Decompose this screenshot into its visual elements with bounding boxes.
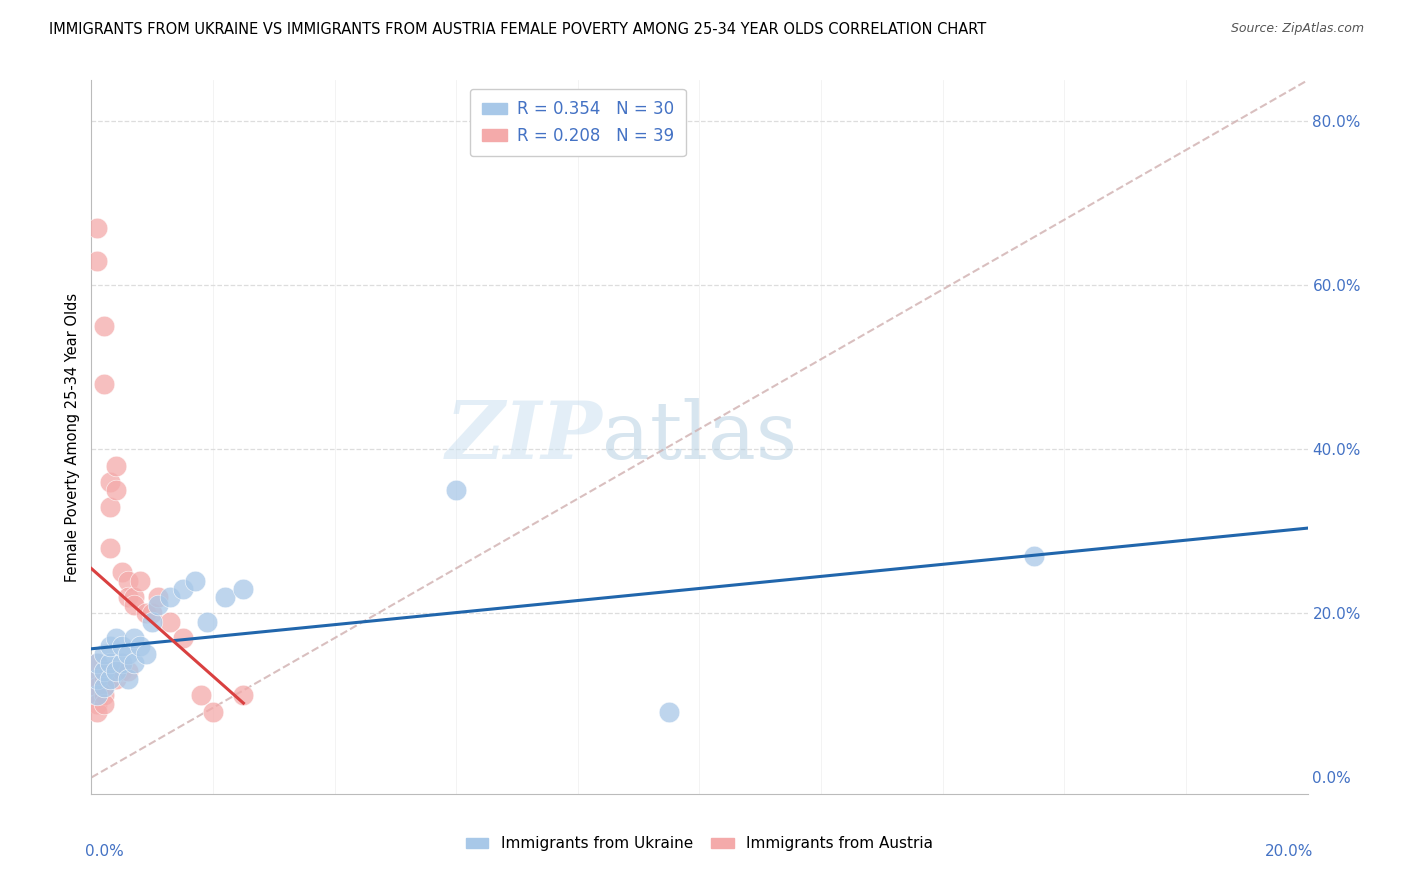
Point	[86, 656, 108, 670]
Point	[117, 672, 139, 686]
Point	[122, 656, 145, 670]
Text: 0.0%: 0.0%	[86, 844, 124, 859]
Point	[98, 672, 121, 686]
Y-axis label: Female Poverty Among 25-34 Year Olds: Female Poverty Among 25-34 Year Olds	[65, 293, 80, 582]
Point	[148, 599, 170, 613]
Point	[159, 590, 181, 604]
Point	[184, 574, 207, 588]
Text: ZIP: ZIP	[446, 399, 602, 475]
Point	[86, 672, 108, 686]
Point	[159, 615, 181, 629]
Point	[86, 221, 108, 235]
Point	[190, 689, 212, 703]
Point	[111, 664, 134, 678]
Point	[129, 574, 152, 588]
Point	[93, 680, 115, 694]
Point	[658, 705, 681, 719]
Legend: Immigrants from Ukraine, Immigrants from Austria: Immigrants from Ukraine, Immigrants from…	[460, 830, 939, 857]
Point	[104, 458, 127, 473]
Point	[195, 615, 218, 629]
Point	[111, 566, 134, 580]
Point	[93, 689, 115, 703]
Point	[93, 376, 115, 391]
Point	[86, 680, 108, 694]
Point	[98, 664, 121, 678]
Point	[93, 648, 115, 662]
Point	[104, 664, 127, 678]
Point	[148, 590, 170, 604]
Point	[86, 672, 108, 686]
Point	[135, 607, 157, 621]
Point	[104, 483, 127, 498]
Point	[202, 705, 225, 719]
Point	[98, 475, 121, 490]
Point	[98, 639, 121, 653]
Text: 20.0%: 20.0%	[1265, 844, 1313, 859]
Point	[98, 656, 121, 670]
Point	[93, 319, 115, 334]
Point	[98, 672, 121, 686]
Point	[117, 664, 139, 678]
Text: Source: ZipAtlas.com: Source: ZipAtlas.com	[1230, 22, 1364, 36]
Point	[104, 672, 127, 686]
Point	[98, 500, 121, 514]
Point	[117, 648, 139, 662]
Point	[172, 631, 194, 645]
Point	[117, 590, 139, 604]
Text: IMMIGRANTS FROM UKRAINE VS IMMIGRANTS FROM AUSTRIA FEMALE POVERTY AMONG 25-34 YE: IMMIGRANTS FROM UKRAINE VS IMMIGRANTS FR…	[49, 22, 987, 37]
Point	[104, 631, 127, 645]
Point	[141, 607, 163, 621]
Point	[141, 615, 163, 629]
Point	[86, 689, 108, 703]
Point	[86, 705, 108, 719]
Text: atlas: atlas	[602, 398, 797, 476]
Point	[93, 664, 115, 678]
Point	[444, 483, 467, 498]
Point	[93, 672, 115, 686]
Point	[122, 590, 145, 604]
Point	[98, 541, 121, 555]
Point	[111, 639, 134, 653]
Point	[93, 680, 115, 694]
Point	[86, 697, 108, 711]
Point	[111, 656, 134, 670]
Point	[93, 697, 115, 711]
Point	[1022, 549, 1045, 563]
Point	[122, 599, 145, 613]
Point	[232, 582, 254, 596]
Point	[86, 253, 108, 268]
Point	[122, 631, 145, 645]
Point	[93, 664, 115, 678]
Point	[214, 590, 236, 604]
Point	[232, 689, 254, 703]
Point	[117, 574, 139, 588]
Point	[172, 582, 194, 596]
Point	[86, 656, 108, 670]
Point	[86, 689, 108, 703]
Point	[135, 648, 157, 662]
Point	[129, 639, 152, 653]
